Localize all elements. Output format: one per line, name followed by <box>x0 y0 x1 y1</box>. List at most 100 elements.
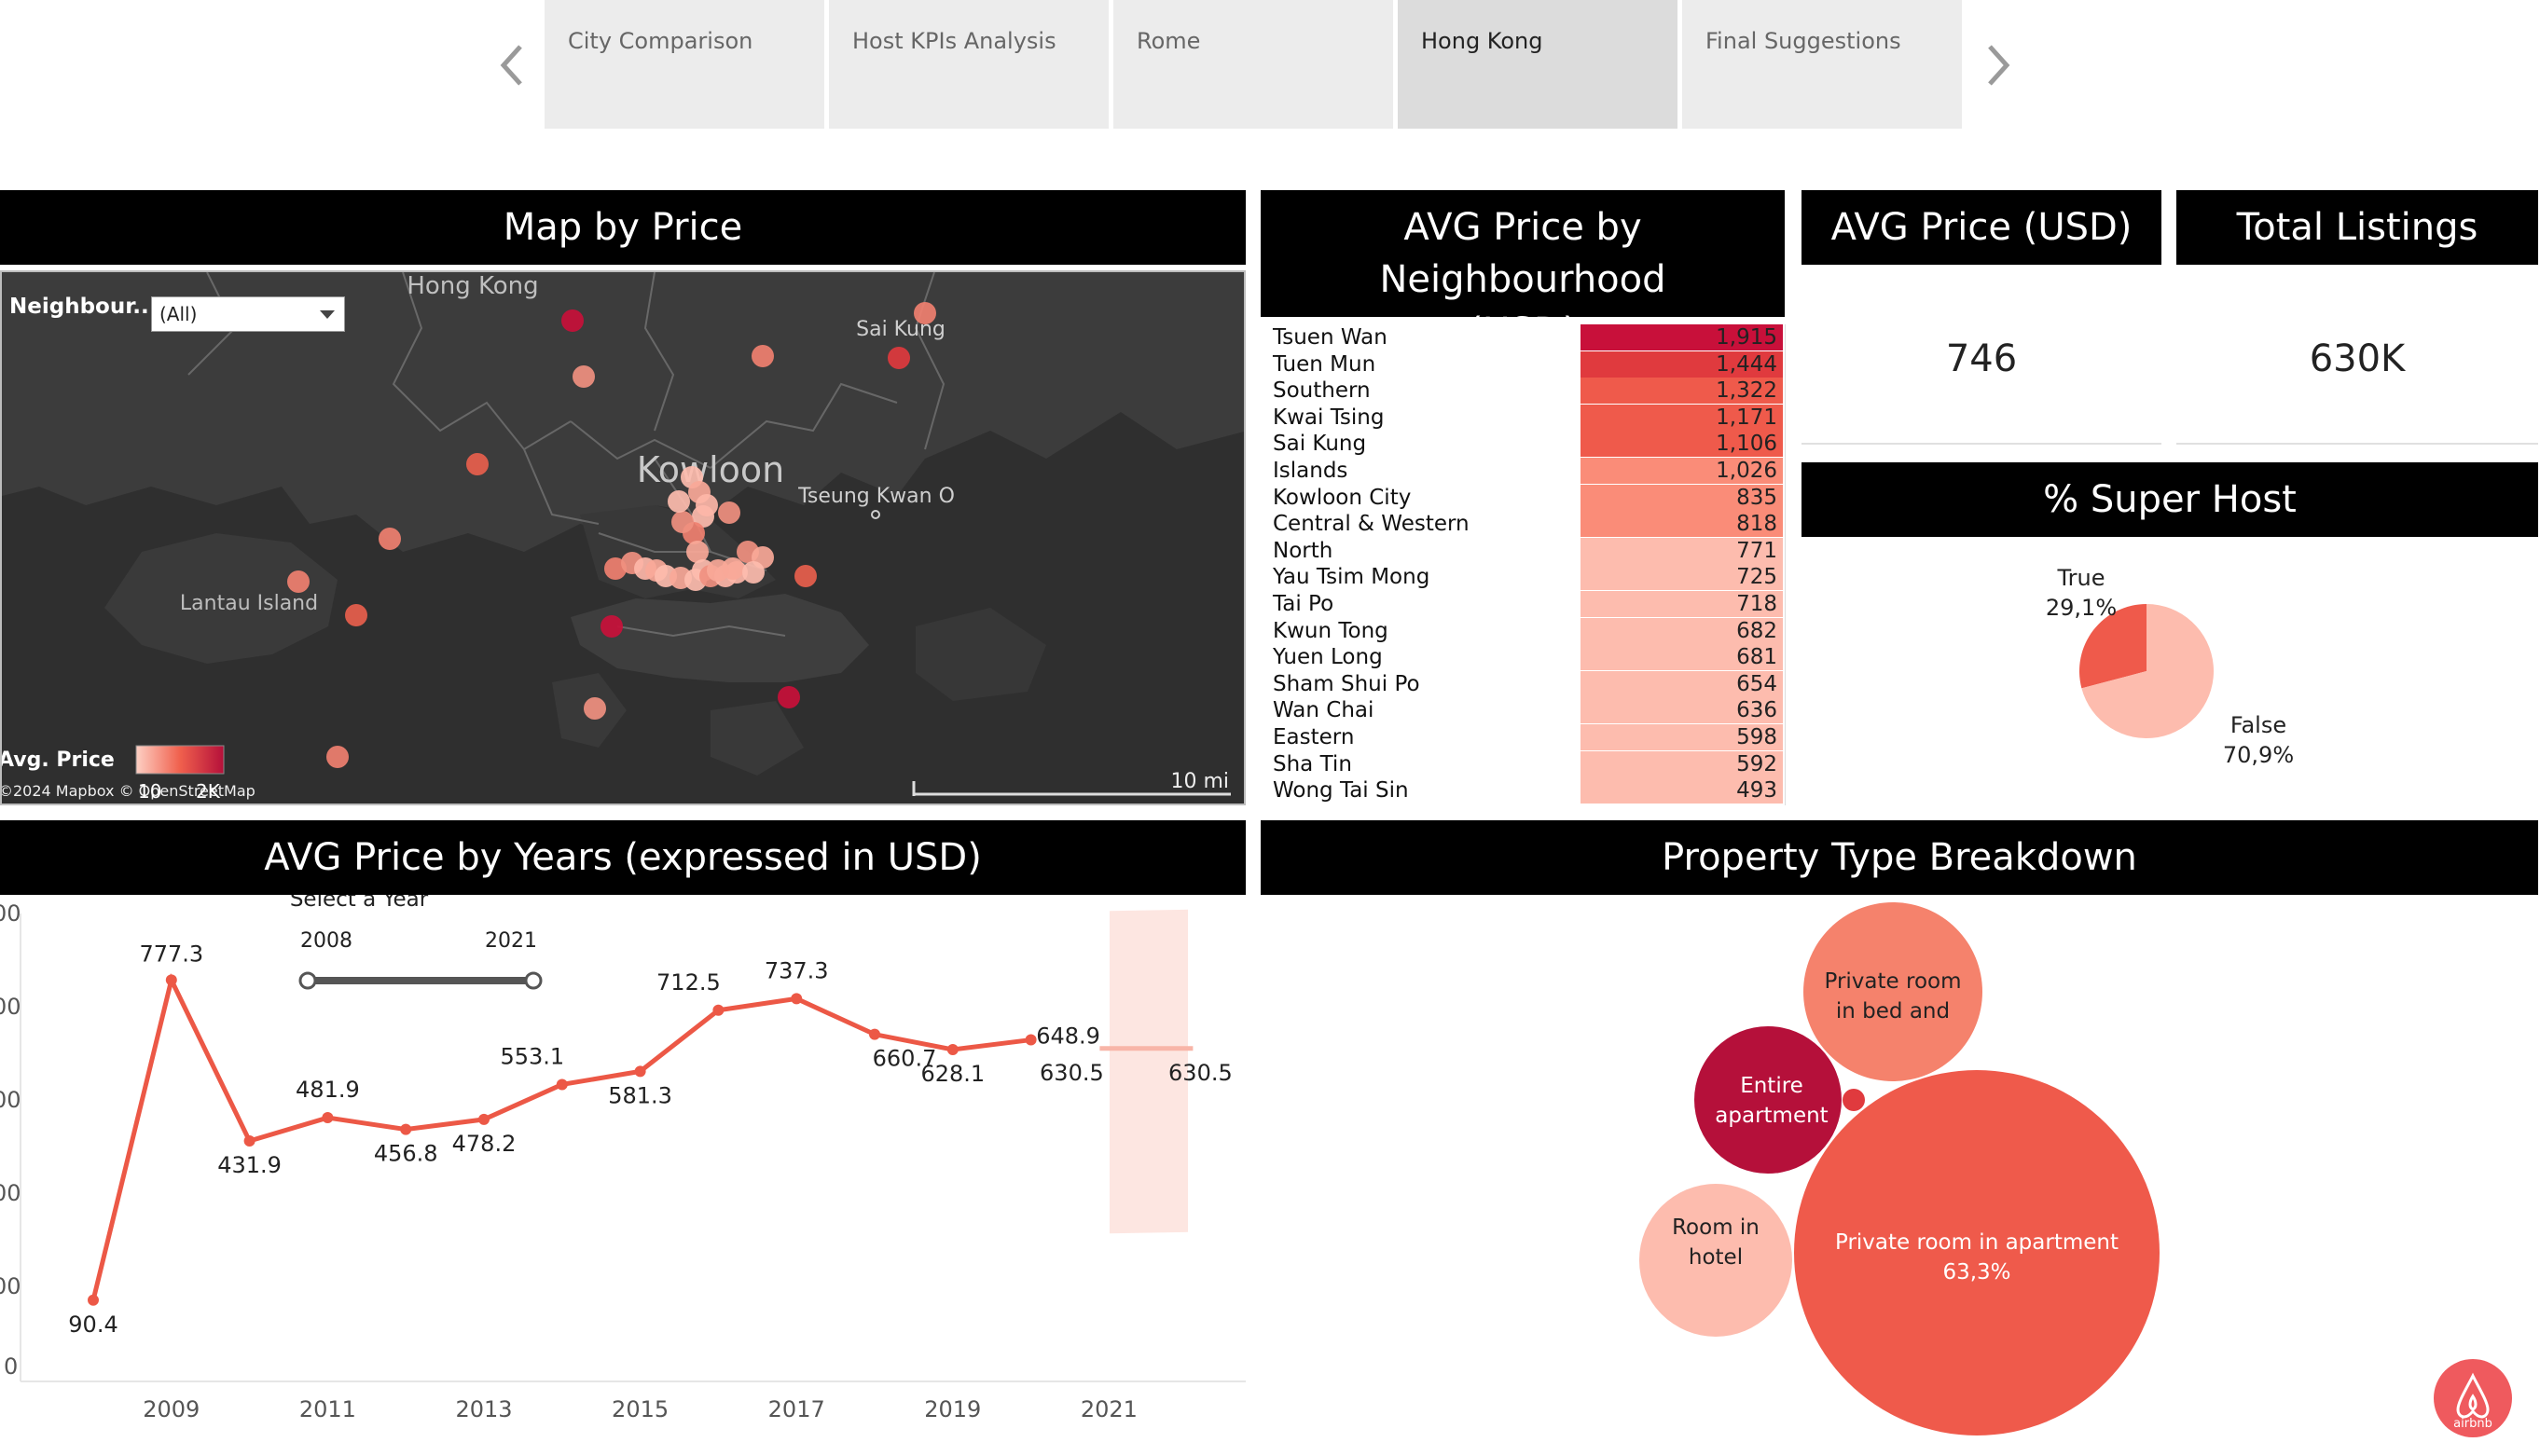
bubble-private-room-bnb[interactable] <box>1803 902 1982 1081</box>
price-label: 660.7 <box>873 1046 937 1072</box>
price-value: 1,171 <box>1716 405 1777 430</box>
bubble-room-in-hotel[interactable] <box>1639 1184 1792 1337</box>
price-map[interactable]: Hong Kong Sai Kung Kowloon Tseung Kwan O… <box>0 270 1246 805</box>
neighbourhood-row[interactable]: Kowloon City 835 <box>1261 484 1783 511</box>
price-point[interactable] <box>712 1004 725 1016</box>
price-line[interactable] <box>90 973 1031 1301</box>
chevron-down-icon <box>320 310 335 319</box>
neighbourhood-row[interactable]: Wong Tai Sin 493 <box>1261 777 1783 804</box>
listing-points[interactable] <box>287 302 936 768</box>
neighbourhood-row[interactable]: Central & Western 818 <box>1261 511 1783 538</box>
listing-point[interactable] <box>671 511 694 533</box>
price-point[interactable] <box>1025 1034 1037 1046</box>
listing-point[interactable] <box>686 541 709 563</box>
neighbourhood-name: Kowloon City <box>1273 485 1412 510</box>
years-chart-title-text: AVG Price by Years (expressed in USD) <box>264 836 982 879</box>
years-line-chart[interactable]: 00000000000 2009201120132015201720192021… <box>0 895 1249 1454</box>
property-bubble-chart[interactable]: Private room in apartment 63,3% Private … <box>1261 895 2538 1454</box>
price-point[interactable] <box>946 1043 959 1055</box>
listing-point[interactable] <box>287 570 310 593</box>
price-label: 481.9 <box>296 1077 360 1103</box>
tab-city-comparison[interactable]: City Comparison <box>545 0 824 129</box>
neighbourhood-row[interactable]: Sham Shui Po 654 <box>1261 670 1783 697</box>
neighbourhood-row[interactable]: Sha Tin 592 <box>1261 750 1783 777</box>
neighbourhood-row[interactable]: Sai Kung 1,106 <box>1261 431 1783 458</box>
price-point[interactable] <box>556 1078 568 1091</box>
price-cell: 1,106 <box>1581 431 1783 458</box>
land-hong-kong-island <box>571 594 869 682</box>
listing-point[interactable] <box>914 302 936 324</box>
listing-point[interactable] <box>752 345 774 367</box>
listing-point[interactable] <box>742 561 765 584</box>
bubble-entire-apartment[interactable] <box>1694 1026 1842 1174</box>
tab-host-kpis[interactable]: Host KPIs Analysis <box>829 0 1109 129</box>
price-points[interactable] <box>88 974 1037 1306</box>
listing-point[interactable] <box>718 501 740 524</box>
neighbourhood-filter-dropdown[interactable]: (All) <box>151 296 345 332</box>
listing-point[interactable] <box>668 490 690 513</box>
neighbourhood-row[interactable]: Islands 1,026 <box>1261 458 1783 484</box>
property-title: Property Type Breakdown <box>1261 820 2538 895</box>
price-label: 648.9 <box>1036 1023 1100 1050</box>
price-cell: 592 <box>1581 750 1783 777</box>
neighbourhood-name: Kwun Tong <box>1273 618 1388 643</box>
listing-point[interactable] <box>584 697 606 720</box>
listing-point[interactable] <box>722 557 744 580</box>
y-tick-label: 00 <box>0 1273 21 1299</box>
pie-slice-false[interactable] <box>2081 604 2214 738</box>
price-cell: 1,915 <box>1581 324 1783 350</box>
price-label: 628.1 <box>920 1061 985 1087</box>
neighbourhood-row[interactable]: Yau Tsim Mong 725 <box>1261 564 1783 591</box>
price-point[interactable] <box>869 1028 880 1040</box>
neighbourhood-row[interactable]: Tsuen Wan 1,915 <box>1261 324 1783 350</box>
price-point[interactable] <box>165 974 177 986</box>
next-story-arrow[interactable] <box>1979 37 2016 93</box>
tab-hong-kong[interactable]: Hong Kong <box>1398 0 1677 129</box>
map-attribution: ©2024 Mapbox © OpenStreetMap <box>2 782 255 800</box>
filter-value: (All) <box>159 303 198 325</box>
neighbourhood-row[interactable]: Southern 1,322 <box>1261 378 1783 405</box>
tab-final-suggestions[interactable]: Final Suggestions <box>1682 0 1962 129</box>
listing-point[interactable] <box>345 604 367 626</box>
listing-point[interactable] <box>326 746 349 768</box>
neighbourhood-row[interactable]: Tai Po 718 <box>1261 591 1783 617</box>
pie-slice-true[interactable] <box>2079 604 2147 689</box>
pie-label-false: False <box>2230 712 2286 738</box>
map-canvas[interactable]: Hong Kong Sai Kung Kowloon Tseung Kwan O… <box>2 272 1246 805</box>
listing-point[interactable] <box>778 686 800 708</box>
tab-rome[interactable]: Rome <box>1113 0 1393 129</box>
listing-point[interactable] <box>573 365 595 388</box>
price-cell: 718 <box>1581 591 1783 617</box>
neighbourhood-filter-label: Neighbour.. <box>9 295 149 319</box>
bubble-other[interactable] <box>1843 1089 1865 1111</box>
neighbourhood-row[interactable]: Wan Chai 636 <box>1261 697 1783 724</box>
price-value: 598 <box>1736 725 1777 749</box>
price-cell: 598 <box>1581 724 1783 750</box>
superhost-pie-chart[interactable]: True 29,1% False 70,9% <box>1801 550 2538 802</box>
price-point[interactable] <box>791 993 803 1005</box>
price-point[interactable] <box>88 1294 99 1306</box>
neighbourhood-row[interactable]: North 771 <box>1261 537 1783 564</box>
slider-handle-min[interactable] <box>298 971 317 990</box>
neighbourhood-row[interactable]: Yuen Long 681 <box>1261 644 1783 671</box>
listing-point[interactable] <box>600 615 623 638</box>
listing-point[interactable] <box>379 528 401 550</box>
slider-handle-max[interactable] <box>524 971 543 990</box>
price-point[interactable] <box>322 1112 334 1124</box>
listing-point[interactable] <box>888 347 910 369</box>
listing-point[interactable] <box>561 309 584 332</box>
listing-point[interactable] <box>794 565 817 587</box>
neighbourhood-row[interactable]: Tuen Mun 1,444 <box>1261 350 1783 378</box>
neighbourhood-row[interactable]: Kwai Tsing 1,171 <box>1261 404 1783 431</box>
neighbourhood-row[interactable]: Eastern 598 <box>1261 724 1783 750</box>
total-listings-title: Total Listings <box>2176 190 2538 265</box>
price-point[interactable] <box>400 1123 412 1135</box>
previous-story-arrow[interactable] <box>494 37 531 93</box>
listing-point[interactable] <box>696 494 718 516</box>
neighbourhood-row[interactable]: Kwun Tong 682 <box>1261 617 1783 644</box>
listing-point[interactable] <box>466 453 489 475</box>
price-point[interactable] <box>478 1113 490 1125</box>
bubble-private-room-apartment[interactable] <box>1794 1070 2160 1435</box>
price-point[interactable] <box>634 1065 646 1078</box>
price-point[interactable] <box>243 1135 255 1147</box>
